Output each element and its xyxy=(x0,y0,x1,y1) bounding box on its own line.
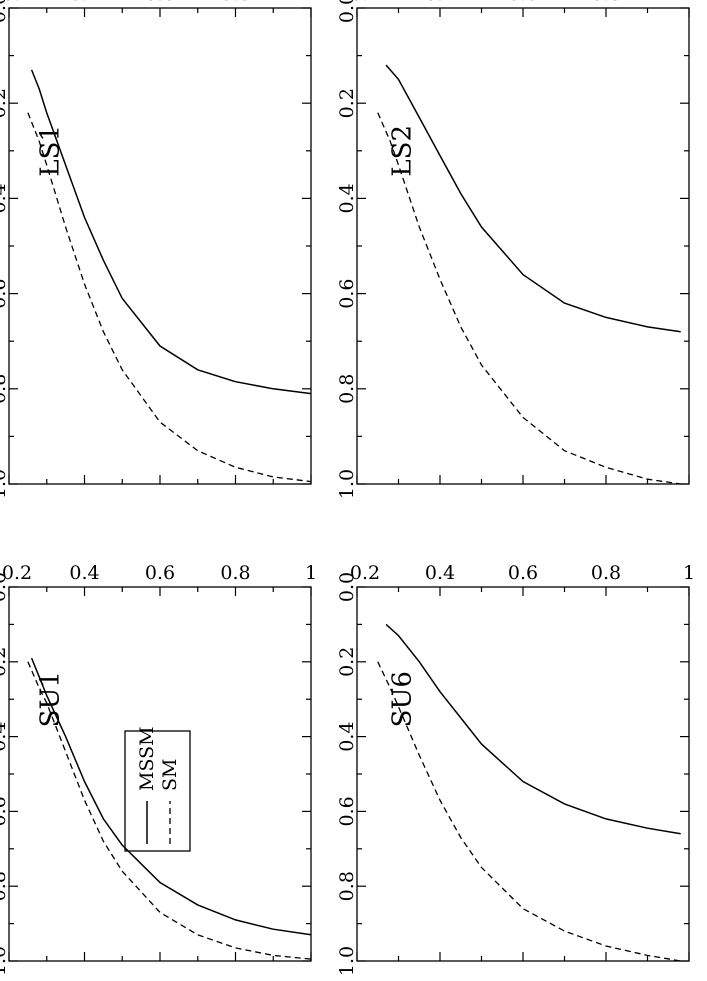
x-tick-label: 0.6 xyxy=(145,0,175,5)
x-tick-label: 0.6 xyxy=(145,562,175,584)
plot-frame xyxy=(8,7,312,485)
panel-label: SU6 xyxy=(388,671,418,727)
y-tick-label: 0.6 xyxy=(336,796,358,826)
y-tick-label: 0.8 xyxy=(336,374,358,404)
series-mssm-line xyxy=(385,623,681,835)
y-tick-label: 0.4 xyxy=(336,183,358,213)
y-tick-label: 0.4 xyxy=(336,721,358,751)
y-tick-label: 0.4 xyxy=(0,183,10,213)
legend: MSSM SM xyxy=(124,726,191,852)
y-tick-label: 0.6 xyxy=(0,278,10,308)
y-tick-label: 1.0 xyxy=(336,469,358,499)
series-sm-line xyxy=(27,661,312,960)
legend-box xyxy=(124,730,191,852)
x-tick-label: 0.8 xyxy=(220,0,250,5)
x-tick-label: 0.6 xyxy=(508,0,538,5)
x-tick-label: 1 xyxy=(305,562,317,584)
x-tick-label: 0.2 xyxy=(2,562,32,584)
rotated-figure: 0.00.20.40.60.81.00.20.40.60.81SU1100 Δ … xyxy=(0,0,695,976)
y-tick-label: 0.2 xyxy=(336,647,358,677)
y-tick-label: 0.2 xyxy=(0,647,10,677)
y-tick-label: 0.0 xyxy=(336,0,358,23)
x-tick-label: 1 xyxy=(683,0,695,5)
panel-su1: 0.00.20.40.60.81.00.20.40.60.81SU1100 Δ … xyxy=(0,562,317,976)
x-tick-label: 0.2 xyxy=(2,0,32,5)
x-tick-label: 0.4 xyxy=(69,0,99,5)
legend-label-sm: SM xyxy=(159,759,181,791)
y-tick-label: 0.6 xyxy=(0,796,10,826)
y-tick-label: 0.8 xyxy=(336,871,358,901)
y-tick-label: 0.8 xyxy=(0,374,10,404)
x-tick-label: 0.6 xyxy=(508,562,538,584)
plot-frame xyxy=(356,586,690,962)
x-tick-label: 0.8 xyxy=(220,562,250,584)
x-tick-label: 0.2 xyxy=(350,0,380,5)
y-tick-label: 0.8 xyxy=(0,871,10,901)
y-tick-label: 0.0 xyxy=(336,572,358,602)
panel-label: LS1 xyxy=(36,125,66,177)
y-tick-label: 0.0 xyxy=(0,572,10,602)
series-sm-line xyxy=(377,112,681,485)
series-mssm-line xyxy=(30,69,312,395)
y-tick-label: 0.2 xyxy=(336,88,358,118)
x-tick-label: 1 xyxy=(683,562,695,584)
x-tick-label: 0.2 xyxy=(350,562,380,584)
x-tick-label: 0.4 xyxy=(425,562,455,584)
series-mssm-line xyxy=(30,657,312,936)
y-tick-label: 1.0 xyxy=(0,946,10,976)
series-sm-line xyxy=(27,112,312,483)
y-tick-label: 0.0 xyxy=(0,0,10,23)
panel-label: SU1 xyxy=(36,671,66,727)
series-sm-line xyxy=(377,661,681,962)
y-tick-label: 1.0 xyxy=(336,946,358,976)
x-tick-label: 1 xyxy=(305,0,317,5)
panel-ls1: 0.00.20.40.60.81.00.20.40.60.81LS1100 Δ … xyxy=(0,0,317,499)
x-tick-label: 0.4 xyxy=(425,0,455,5)
x-tick-label: 0.8 xyxy=(591,562,621,584)
panel-label: LS2 xyxy=(388,125,418,177)
panel-ls2: 0.00.20.40.60.81.00.20.40.60.81LS2√s [Te… xyxy=(336,0,695,499)
x-tick-label: 0.4 xyxy=(69,562,99,584)
x-tick-label: 0.8 xyxy=(591,0,621,5)
y-tick-label: 0.6 xyxy=(336,278,358,308)
plot-frame xyxy=(356,7,690,485)
y-tick-label: 0.4 xyxy=(0,721,10,751)
y-tick-label: 1.0 xyxy=(0,469,10,499)
y-tick-label: 0.2 xyxy=(0,88,10,118)
legend-label-mssm: MSSM xyxy=(136,726,158,791)
series-mssm-line xyxy=(385,64,681,333)
